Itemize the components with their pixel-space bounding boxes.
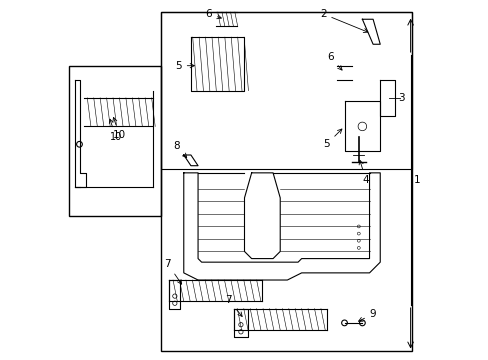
Text: 5: 5	[323, 129, 341, 149]
Text: 9: 9	[358, 309, 376, 321]
Bar	[160, 12, 411, 351]
Bar	[160, 12, 411, 169]
Text: 10: 10	[109, 119, 122, 142]
Text: 6: 6	[205, 9, 221, 19]
Bar	[69, 66, 160, 216]
Text: 4: 4	[358, 160, 368, 185]
Text: 5: 5	[175, 61, 194, 71]
Text: 3: 3	[398, 93, 404, 103]
Text: 6: 6	[326, 52, 342, 70]
Text: 8: 8	[173, 141, 186, 158]
Text: 7: 7	[224, 295, 242, 316]
Text: 2: 2	[319, 9, 367, 32]
Text: 7: 7	[164, 259, 181, 284]
Text: 10: 10	[113, 117, 126, 140]
Text: 1: 1	[413, 175, 420, 185]
